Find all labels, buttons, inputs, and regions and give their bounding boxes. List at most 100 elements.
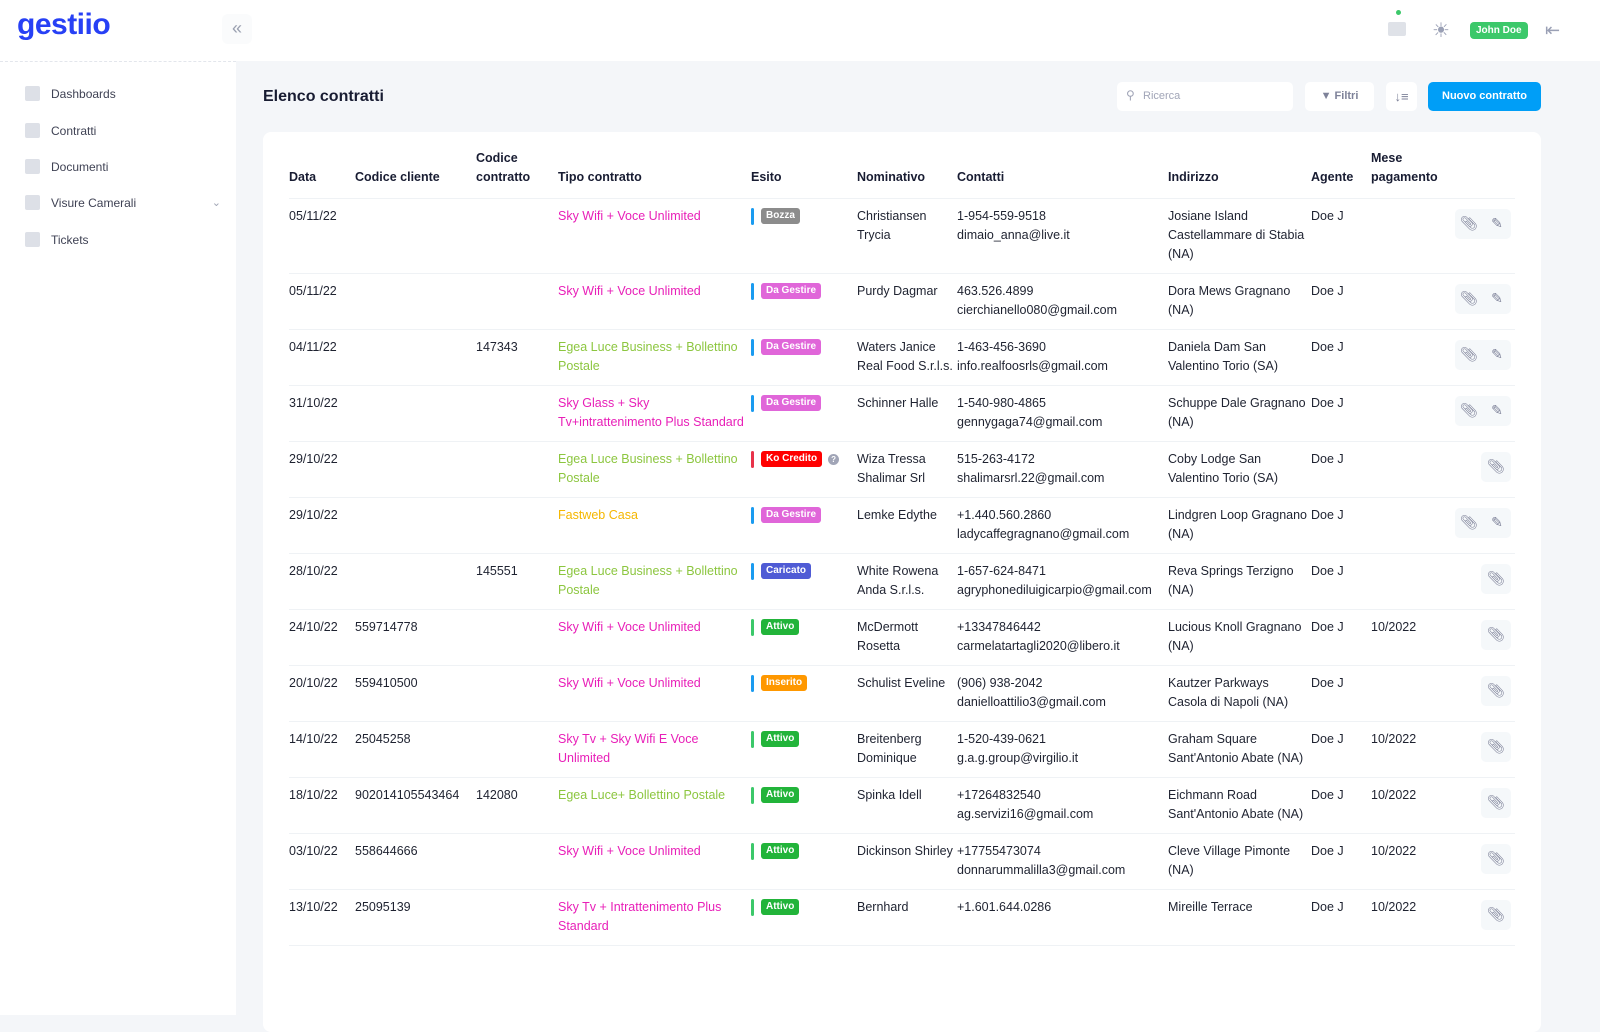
edit-button[interactable]: ✎ (1483, 507, 1511, 538)
cell-codice-cliente: 25095139 (355, 889, 476, 946)
filter-icon: ▼ (1320, 90, 1332, 102)
attachment-button[interactable]: 📎︎ (1455, 395, 1483, 426)
column-header[interactable]: Esito (751, 132, 857, 199)
attachment-button[interactable]: 📎︎ (1481, 563, 1511, 594)
attachment-button[interactable]: 📎︎ (1481, 675, 1511, 706)
edit-button[interactable]: ✎ (1483, 395, 1511, 426)
paperclip-icon: 📎︎ (1460, 402, 1478, 418)
attachment-button[interactable]: 📎︎ (1481, 619, 1511, 650)
attachment-button[interactable]: 📎︎ (1481, 451, 1511, 482)
collapse-sidebar-button[interactable]: « (222, 14, 252, 44)
column-header[interactable]: Contatti (957, 132, 1168, 199)
status-badge: Attivo (761, 619, 800, 636)
column-header[interactable]: Agente (1311, 132, 1371, 199)
table-row[interactable]: 24/10/22 559714778 Sky Wifi + Voce Unlimit… (289, 609, 1515, 666)
table-row[interactable]: 14/10/22 25045258 Sky Tv + Sky Wifi E Voce… (289, 721, 1515, 778)
cell-tipo-contratto: Egea Luce Business + Bollettino Postale (558, 441, 751, 498)
table-row[interactable]: 05/11/22 Sky Wifi + Voce Unlimited Bozza Ch… (289, 198, 1515, 274)
attachment-button[interactable]: 📎︎ (1455, 339, 1483, 370)
table-row[interactable]: 04/11/22 147343 Egea Luce Business + Bolle… (289, 329, 1515, 386)
chat-icon[interactable] (1388, 22, 1406, 36)
sidebar-item-documenti[interactable]: Documenti (25, 159, 221, 174)
sidebar: Dashboards Contratti Documenti Visure Ca… (0, 61, 236, 1015)
sidebar-item-visure-camerali[interactable]: Visure Camerali ⌄ (25, 195, 221, 210)
table-row[interactable]: 05/11/22 Sky Wifi + Voce Unlimited Da Gest… (289, 273, 1515, 330)
table-row[interactable]: 03/10/22 558644666 Sky Wifi + Voce Unlimit… (289, 833, 1515, 890)
cell-indirizzo: Kautzer Parkways Casola di Napoli (NA) (1168, 665, 1311, 722)
cell-agente: Doe J (1311, 497, 1371, 554)
column-header[interactable]: Data (289, 132, 355, 199)
chevron-down-icon: ⌄ (211, 197, 221, 209)
table-row[interactable]: 20/10/22 559410500 Sky Wifi + Voce Unlimit… (289, 665, 1515, 722)
sidebar-item-contratti[interactable]: Contratti (25, 123, 221, 138)
logo[interactable]: gestiio (17, 8, 111, 41)
cell-data: 05/11/22 (289, 273, 355, 330)
cell-agente: Doe J (1311, 833, 1371, 890)
paperclip-icon: 📎︎ (1487, 738, 1505, 754)
attachment-button[interactable]: 📎︎ (1481, 731, 1511, 762)
status-badge: Ko Credito (761, 451, 823, 468)
table-row[interactable]: 13/10/22 25095139 Sky Tv + Intrattenimento… (289, 889, 1515, 946)
cell-indirizzo: Schuppe Dale Gragnano (NA) (1168, 385, 1311, 442)
attachment-button[interactable]: 📎︎ (1455, 208, 1483, 239)
theme-sun-icon[interactable]: ☀ (1432, 20, 1450, 42)
page-title: Elenco contratti (263, 88, 384, 105)
cell-mese-pagamento: 10/2022 (1371, 833, 1455, 890)
attachment-button[interactable]: 📎︎ (1481, 787, 1511, 818)
column-header[interactable]: Nominativo (857, 132, 957, 199)
cell-esito: Da Gestire (751, 273, 857, 330)
attachment-button[interactable]: 📎︎ (1481, 899, 1511, 930)
cell-tipo-contratto: Egea Luce+ Bollettino Postale (558, 777, 751, 834)
status-bar (751, 450, 754, 468)
cell-codice-cliente (355, 273, 476, 330)
table-row[interactable]: 28/10/22 145551 Egea Luce Business + Bolle… (289, 553, 1515, 610)
status-badge: Bozza (761, 208, 800, 225)
new-contract-button[interactable]: Nuovo contratto (1428, 82, 1541, 111)
pencil-icon: ✎ (1491, 290, 1503, 306)
cell-indirizzo: Lucious Knoll Gragnano (NA) (1168, 609, 1311, 666)
column-header[interactable]: Tipo contratto (558, 132, 751, 199)
cell-codice-cliente: 559410500 (355, 665, 476, 722)
cell-agente: Doe J (1311, 385, 1371, 442)
email: info.realfoosrls@gmail.com (957, 358, 1108, 373)
edit-button[interactable]: ✎ (1483, 283, 1511, 314)
sidebar-item-tickets[interactable]: Tickets (25, 232, 221, 247)
cell-mese-pagamento: 10/2022 (1371, 721, 1455, 778)
cell-nominativo: McDermott Rosetta (857, 609, 957, 666)
paperclip-icon: 📎︎ (1460, 290, 1478, 306)
edit-button[interactable]: ✎ (1483, 208, 1511, 239)
attachment-button[interactable]: 📎︎ (1455, 507, 1483, 538)
phone: 1-954-559-9518 (957, 208, 1046, 223)
sidebar-item-dashboards[interactable]: Dashboards (25, 86, 221, 101)
table-row[interactable]: 31/10/22 Sky Glass + Sky Tv+intrattenimen… (289, 385, 1515, 442)
status-bar (751, 618, 754, 636)
logout-icon[interactable]: ⇤ (1545, 20, 1561, 40)
sort-button[interactable]: ↓≡ (1386, 82, 1417, 111)
cell-data: 20/10/22 (289, 665, 355, 722)
user-badge[interactable]: John Doe (1470, 22, 1528, 39)
cell-contatti: 1-463-456-3690 info.realfoosrls@gmail.com (957, 329, 1168, 386)
table-row[interactable]: 29/10/22 Fastweb Casa Da Gestire Lemke Edyt… (289, 497, 1515, 554)
pencil-icon: ✎ (1491, 215, 1503, 231)
cell-agente: Doe J (1311, 198, 1371, 274)
attachment-button[interactable]: 📎︎ (1455, 283, 1483, 314)
help-icon[interactable]: ? (828, 453, 840, 465)
edit-button[interactable]: ✎ (1483, 339, 1511, 370)
cell-nominativo: White Rowena Anda S.r.l.s. (857, 553, 957, 610)
cell-mese-pagamento (1371, 385, 1455, 442)
table-row[interactable]: 18/10/22 902014105543464 142080 Egea Luce+ … (289, 777, 1515, 834)
paperclip-icon: 📎︎ (1460, 215, 1478, 231)
paperclip-icon: 📎︎ (1487, 682, 1505, 698)
column-header[interactable]: Indirizzo (1168, 132, 1311, 199)
table-row[interactable]: 29/10/22 Egea Luce Business + Bollettino … (289, 441, 1515, 498)
search-input[interactable]: ⚲ Ricerca (1117, 82, 1293, 111)
cell-indirizzo: Cleve Village Pimonte (NA) (1168, 833, 1311, 890)
cell-data: 29/10/22 (289, 497, 355, 554)
column-header[interactable]: Codice contratto (476, 132, 558, 199)
email: dimaio_anna@live.it (957, 227, 1070, 242)
column-header[interactable]: Mese pagamento (1371, 132, 1455, 199)
cell-tipo-contratto: Sky Wifi + Voce Unlimited (558, 198, 751, 274)
attachment-button[interactable]: 📎︎ (1481, 843, 1511, 874)
column-header[interactable]: Codice cliente (355, 132, 476, 199)
filter-button[interactable]: ▼ Filtri (1305, 82, 1374, 111)
